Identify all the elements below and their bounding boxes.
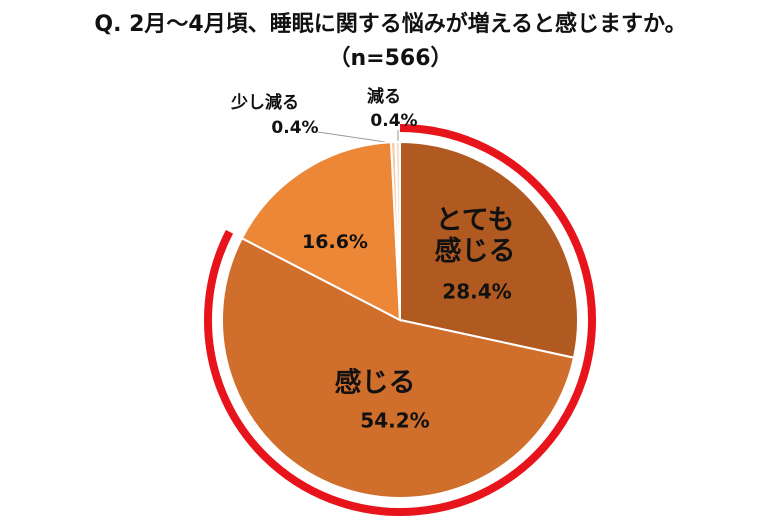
chart-subtitle: （n=566）: [328, 46, 453, 71]
slice-label: とても 感じる: [434, 204, 516, 267]
value-label: 0.4%: [370, 111, 418, 132]
slice-label: 減る: [367, 87, 401, 108]
chart-title: Q. 2月～4月頃、睡眠に関する悩みが増えると感じますか。: [94, 12, 687, 37]
pie-slice: [394, 140, 401, 321]
value-label: 16.6%: [302, 231, 368, 254]
slice-label: 少し減る: [231, 93, 299, 114]
value-label: 28.4%: [442, 279, 512, 304]
pie-slice: [221, 236, 576, 499]
highlight-arc: [204, 124, 596, 516]
leader-line: [317, 131, 393, 144]
pie-slice: [399, 140, 579, 359]
value-label: 54.2%: [360, 408, 430, 433]
value-label: 0.4%: [271, 118, 319, 139]
slice-label: 感じる: [334, 367, 416, 399]
pie-slice: [240, 141, 402, 322]
